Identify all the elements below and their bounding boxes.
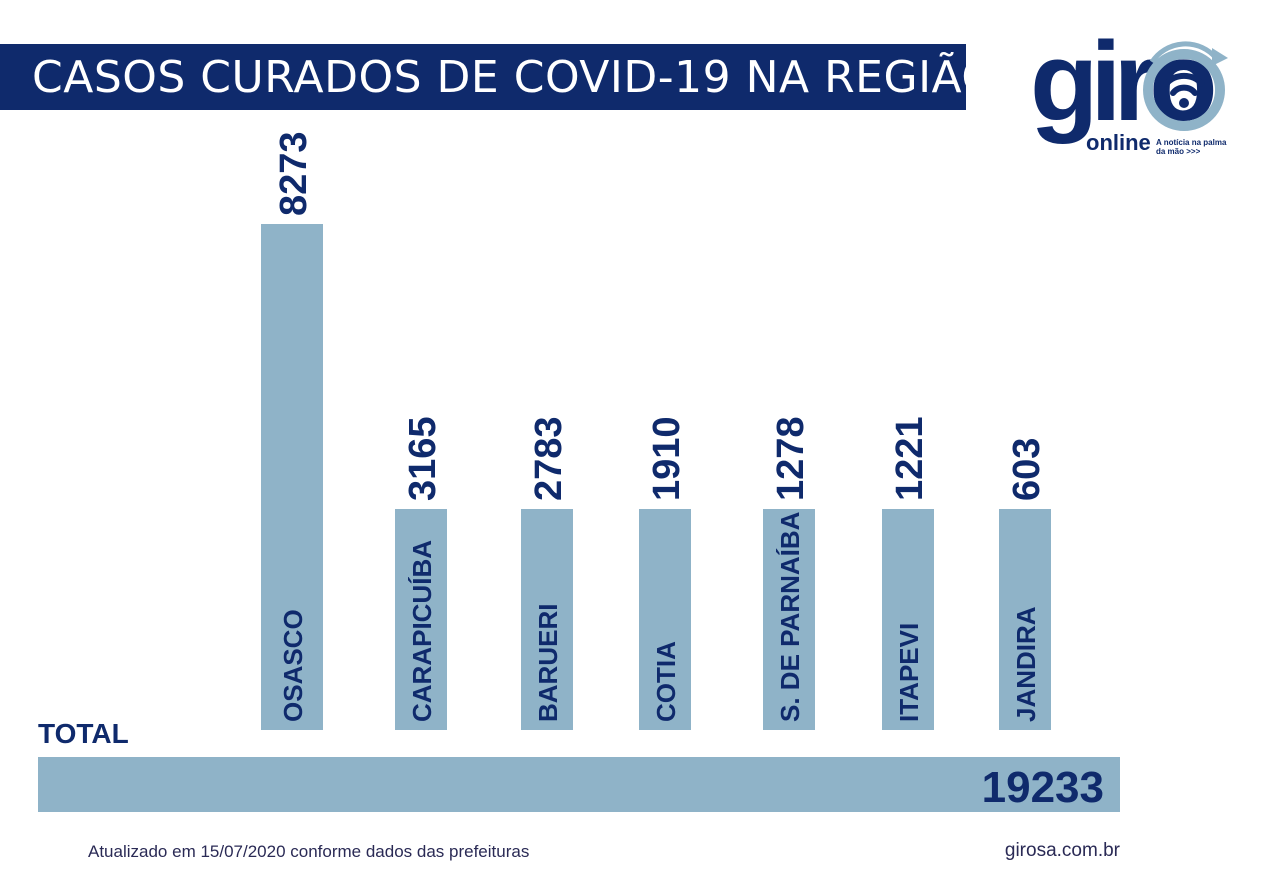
total-value: 19233 xyxy=(981,763,1104,812)
bar-category-label-6: JANDIRA xyxy=(1011,606,1041,722)
title-bar: CASOS CURADOS DE COVID-19 NA REGIÃO xyxy=(0,44,996,110)
bar-value-label-2: 2783 xyxy=(528,416,570,501)
total-bar: 19233 xyxy=(38,757,1120,812)
bar-2 xyxy=(521,509,573,730)
bar-6 xyxy=(999,509,1051,730)
bar-3 xyxy=(639,509,691,730)
bar-value-label-4: 1278 xyxy=(770,416,812,501)
wifi-circle-icon xyxy=(1143,41,1228,131)
bar-value-label-0: 8273 xyxy=(273,131,315,216)
bar-value-label-5: 1221 xyxy=(889,416,931,501)
bar-category-label-5: ITAPEVI xyxy=(894,623,924,722)
bar-value-label-3: 1910 xyxy=(646,416,688,501)
chart-title: CASOS CURADOS DE COVID-19 NA REGIÃO xyxy=(32,52,997,103)
bar-category-label-2: BARUERI xyxy=(533,604,563,722)
bar-1 xyxy=(395,509,447,730)
bar-5 xyxy=(882,509,934,730)
bar-0 xyxy=(261,224,323,730)
bar-category-label-4: S. DE PARNAÍBA xyxy=(775,511,805,722)
giro-online-logo: giro online A notícia na palma da mão >>… xyxy=(1022,26,1232,164)
bar-category-label-0: OSASCO xyxy=(278,609,308,722)
website-link: girosa.com.br xyxy=(1004,840,1120,861)
logo-online-text: online xyxy=(1086,130,1151,155)
bar-category-label-3: COTIA xyxy=(651,641,681,722)
logo-tagline: A notícia na palma da mão >>> xyxy=(1156,138,1227,156)
update-note: Atualizado em 15/07/2020 conforme dados … xyxy=(88,842,530,861)
bar-4 xyxy=(763,509,815,730)
total-label: TOTAL xyxy=(38,718,129,749)
bar-value-label-6: 603 xyxy=(1006,438,1048,501)
bar-value-label-1: 3165 xyxy=(402,416,444,501)
bar-category-label-1: CARAPICUÍBA xyxy=(407,540,437,722)
